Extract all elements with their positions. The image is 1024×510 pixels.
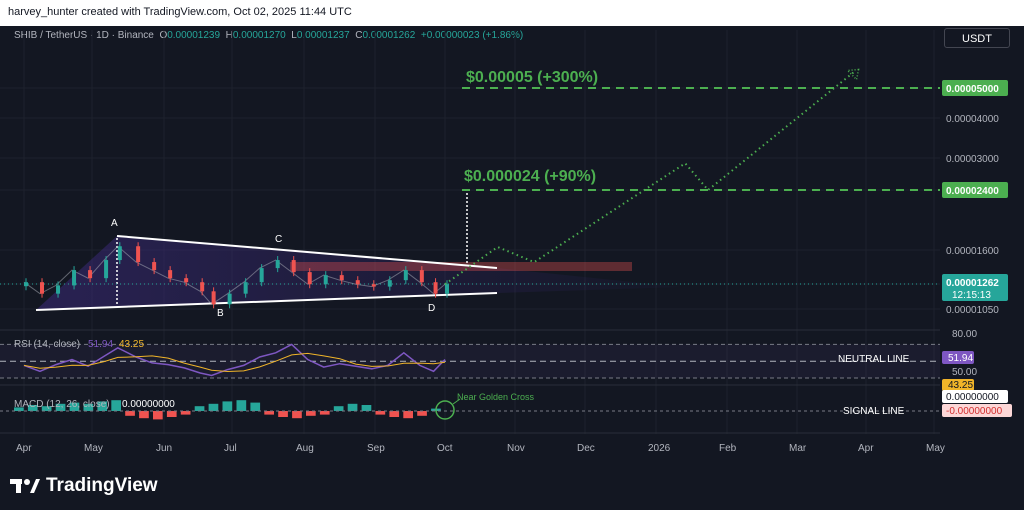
close-key: C bbox=[355, 30, 363, 41]
currency-button[interactable]: USDT bbox=[944, 28, 1010, 48]
open-value: 0.00001239 bbox=[167, 30, 221, 41]
low-value: 0.00001237 bbox=[296, 30, 350, 41]
watermark-bar: harvey_hunter created with TradingView.c… bbox=[0, 0, 1024, 26]
close-value: 0.00001262 bbox=[362, 30, 416, 41]
symbol-name: SHIB / TetherUS · 1D · Binance bbox=[14, 30, 154, 41]
brand-name: TradingView bbox=[46, 475, 158, 496]
high-value: 0.00001270 bbox=[232, 30, 286, 41]
change-value: +0.00000023 (+1.86%) bbox=[420, 30, 524, 41]
creator-caption: harvey_hunter created with TradingView.c… bbox=[8, 6, 352, 18]
tradingview-logo: TradingView bbox=[10, 475, 158, 497]
open-key: O bbox=[159, 30, 168, 41]
low-key: L bbox=[291, 30, 297, 41]
high-key: H bbox=[225, 30, 233, 41]
chart-area[interactable] bbox=[0, 26, 1024, 464]
symbol-legend: SHIB / TetherUS · 1D · Binance O0.000012… bbox=[14, 30, 523, 41]
tradingview-logo-icon bbox=[10, 479, 40, 493]
